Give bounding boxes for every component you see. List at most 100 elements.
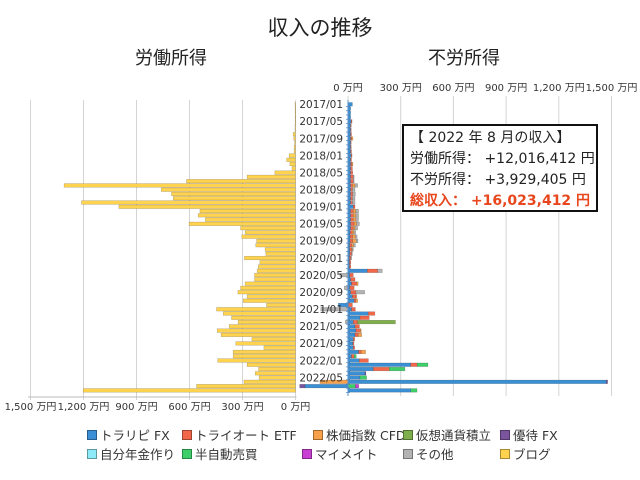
bar-passive	[347, 345, 354, 350]
bar-labor	[254, 277, 296, 282]
right-x-tick-label: 1,500 万円	[586, 83, 638, 94]
bar-passive	[347, 349, 359, 355]
summary-heading: 【 2022 年 8 月の収入】	[410, 130, 571, 146]
bar-labor	[240, 226, 296, 231]
bar-passive	[354, 183, 358, 188]
labor-label: 労働所得：	[410, 151, 480, 167]
bar-passive	[351, 251, 353, 256]
bar-passive	[355, 290, 365, 295]
bar-passive	[355, 384, 359, 389]
bar-labor	[232, 354, 296, 359]
legend-item-triauto-etf: トライオート ETF	[182, 425, 297, 444]
bar-passive	[347, 315, 361, 320]
bar-passive	[350, 132, 352, 137]
bar-labor	[171, 191, 296, 197]
bar-passive	[350, 200, 353, 205]
bar-passive	[353, 345, 355, 350]
bar-passive	[353, 354, 357, 359]
legend-swatch	[87, 448, 97, 459]
bar-passive	[355, 209, 359, 214]
bar-passive	[349, 243, 353, 248]
y-tick-label: 2017/01	[299, 99, 343, 111]
y-tick-label: 2018/01	[299, 150, 343, 162]
bar-labor	[289, 162, 296, 167]
right-panel-title: 不労所得	[428, 48, 500, 69]
legend-item-other: その他	[403, 444, 454, 463]
bar-labor	[256, 238, 296, 243]
bar-labor	[246, 294, 296, 299]
bar-passive	[352, 191, 356, 197]
y-tick-label: 2021/05	[299, 321, 343, 333]
bar-passive	[350, 196, 353, 201]
bar-labor	[256, 268, 296, 273]
bar-passive	[347, 102, 353, 107]
bar-passive	[350, 119, 353, 124]
bar-passive	[350, 127, 352, 132]
bar-passive	[350, 277, 356, 282]
right-x-tick-label: 900 万円	[485, 83, 527, 94]
passive-value: +3,929,405 円	[484, 172, 586, 188]
bar-passive	[367, 268, 378, 273]
y-tick-label: 2020/09	[299, 287, 343, 299]
bar-passive	[353, 298, 357, 303]
legend-label: ブログ	[513, 447, 551, 462]
bar-passive	[350, 226, 354, 231]
bar-passive	[350, 209, 354, 214]
bar-passive	[377, 268, 383, 273]
bar-passive	[347, 362, 411, 367]
bar-passive	[352, 187, 356, 192]
bar-labor	[294, 115, 296, 120]
bar-passive	[350, 123, 352, 128]
bar-passive	[353, 337, 355, 342]
bar-passive	[354, 332, 359, 337]
bar-labor	[160, 187, 296, 192]
bar-passive	[347, 366, 374, 372]
legend-swatch	[403, 429, 413, 440]
legend-label: 自分年金作り	[100, 447, 176, 462]
bar-passive	[347, 328, 357, 333]
legend-swatch	[403, 448, 413, 459]
bar-labor	[186, 179, 296, 184]
bar-passive	[356, 281, 359, 286]
bar-passive	[353, 179, 355, 184]
legend-item-crypto: 仮想通貨積立	[403, 425, 491, 444]
bar-passive	[353, 230, 356, 235]
bar-passive	[350, 187, 353, 192]
bar-passive	[349, 230, 353, 235]
bar-labor	[255, 243, 296, 248]
bar-passive	[347, 307, 352, 312]
bar-labor	[237, 320, 296, 325]
left-x-tick-label: 300 万円	[221, 402, 263, 413]
y-tick-label: 2018/09	[299, 185, 343, 197]
bar-passive	[410, 388, 418, 393]
bar-labor	[274, 170, 296, 175]
bar-passive	[351, 136, 354, 141]
legend-label: 半自動売買	[195, 447, 258, 462]
y-tick-label: 2017/09	[299, 133, 343, 145]
bar-passive	[353, 221, 358, 226]
bar-passive	[347, 379, 607, 384]
bar-labor	[264, 247, 296, 252]
y-tick-label: 2019/01	[299, 202, 343, 214]
legend-swatch	[313, 429, 323, 440]
bar-labor	[232, 349, 296, 355]
bar-labor	[266, 302, 296, 308]
bar-passive	[364, 371, 367, 376]
bar-passive	[351, 230, 355, 235]
bar-labor	[205, 217, 296, 222]
bar-passive	[355, 234, 358, 239]
bar-passive	[349, 238, 353, 243]
bar-labor	[294, 106, 296, 111]
bar-passive	[349, 285, 355, 290]
bar-labor	[294, 119, 296, 124]
bar-labor	[118, 204, 296, 209]
bar-passive	[299, 384, 306, 389]
bar-passive	[347, 358, 360, 363]
bar-passive	[351, 307, 356, 312]
bar-passive	[416, 362, 429, 367]
bar-passive	[360, 328, 362, 333]
bar-labor	[294, 140, 296, 145]
bar-labor	[199, 209, 296, 214]
legend-label: 株価指数 CFD	[326, 428, 406, 443]
